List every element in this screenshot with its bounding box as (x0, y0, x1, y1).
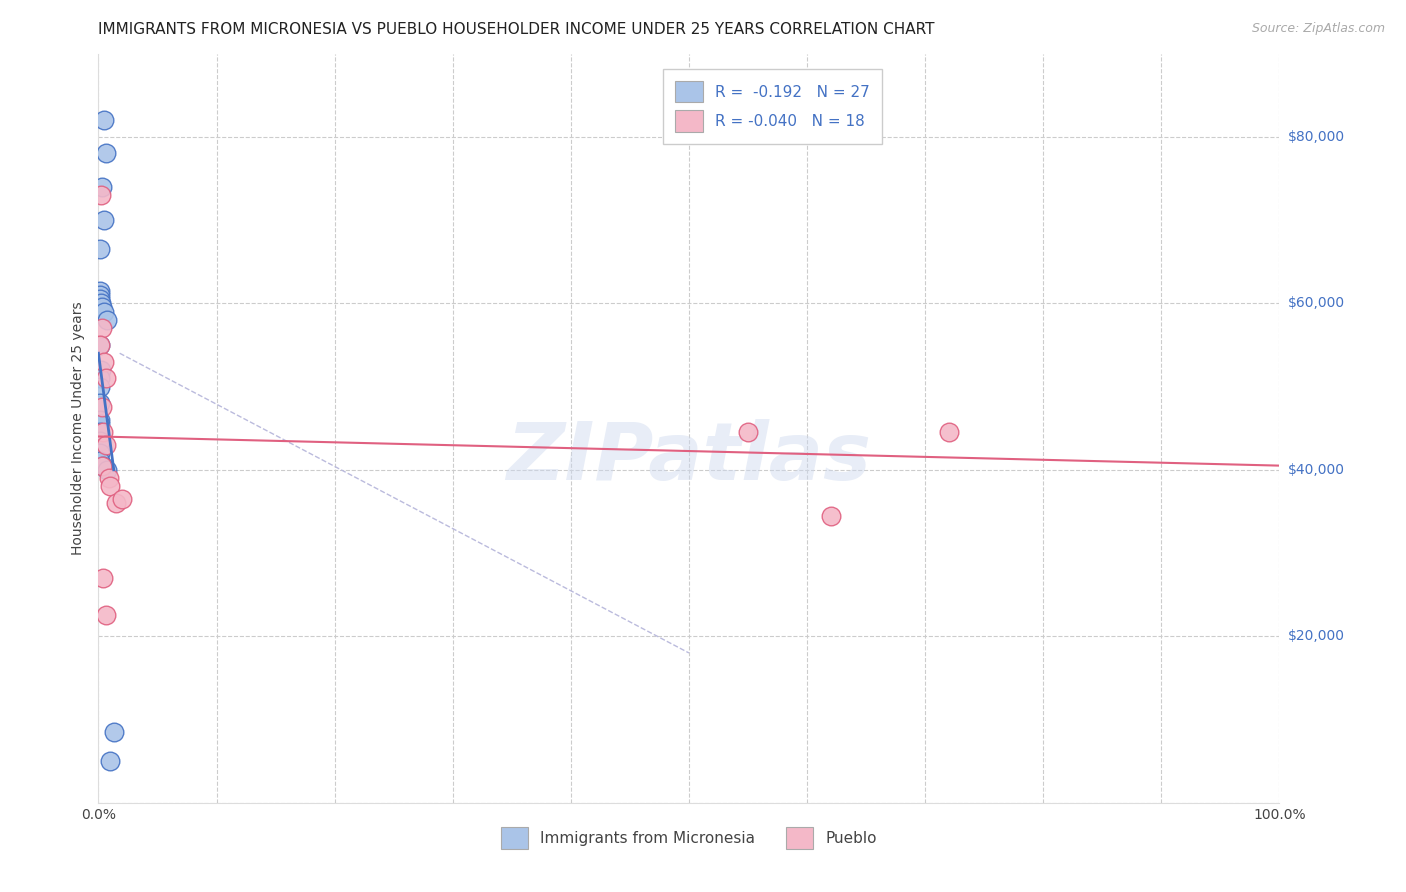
Point (89, 434, 111, 448)
Text: $40,000: $40,000 (1288, 463, 1344, 477)
Point (94, 146, 117, 161)
Point (89, 454, 111, 468)
Point (98, 754, 121, 768)
Point (89, 446, 111, 460)
Point (93, 213, 115, 227)
Point (89, 371, 111, 385)
Legend: Immigrants from Micronesia, Pueblo: Immigrants from Micronesia, Pueblo (495, 822, 883, 855)
Point (91, 458, 114, 473)
Point (111, 491, 134, 506)
Y-axis label: Householder Income Under 25 years: Householder Income Under 25 years (72, 301, 86, 555)
Point (94, 438, 117, 452)
Point (89, 417, 111, 431)
Point (90, 188, 112, 202)
Point (96, 313, 118, 327)
Text: Source: ZipAtlas.com: Source: ZipAtlas.com (1251, 22, 1385, 36)
Point (820, 508, 842, 523)
Point (938, 425, 960, 440)
Point (93, 304, 115, 318)
Point (105, 496, 128, 510)
Point (91, 401, 114, 415)
Point (89, 288, 111, 302)
Text: $60,000: $60,000 (1288, 296, 1346, 310)
Point (89, 338, 111, 352)
Point (91, 425, 114, 440)
Point (91, 571, 114, 585)
Point (98, 479, 121, 493)
Point (89, 242, 111, 256)
Point (93, 354, 115, 368)
Point (91, 179, 114, 194)
Point (93, 113, 115, 128)
Point (90, 296, 112, 310)
Text: $80,000: $80,000 (1288, 129, 1346, 144)
Point (91, 458, 114, 473)
Point (91, 321, 114, 335)
Point (89, 413, 111, 427)
Point (89, 396, 111, 410)
Point (89, 338, 111, 352)
Point (103, 725, 125, 739)
Point (94, 608, 117, 623)
Text: ZIPatlas: ZIPatlas (506, 419, 872, 497)
Point (89, 379, 111, 393)
Text: $20,000: $20,000 (1288, 629, 1344, 643)
Point (89, 425, 111, 440)
Point (89, 284, 111, 298)
Point (90, 363, 112, 377)
Point (737, 425, 759, 440)
Point (94, 371, 117, 385)
Point (98, 471, 121, 485)
Point (91, 301, 114, 315)
Text: IMMIGRANTS FROM MICRONESIA VS PUEBLO HOUSEHOLDER INCOME UNDER 25 YEARS CORRELATI: IMMIGRANTS FROM MICRONESIA VS PUEBLO HOU… (98, 22, 935, 37)
Point (96, 463, 118, 477)
Point (89, 292, 111, 306)
